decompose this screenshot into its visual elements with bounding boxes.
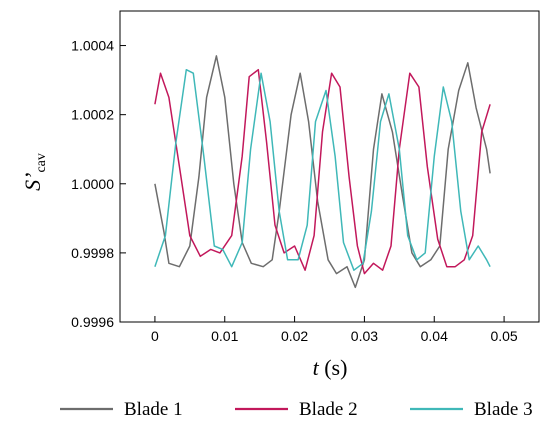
x-axis-title: t (s): [313, 355, 348, 380]
legend-label-blade-2: Blade 2: [299, 399, 358, 420]
y-tick-label: 0.9998: [71, 245, 114, 261]
legend-label-blade-1: Blade 1: [124, 399, 183, 420]
x-tick-label: 0.05: [490, 328, 517, 344]
series-layer: [154, 55, 491, 289]
x-tick-label: 0.02: [281, 328, 308, 344]
x-axis-title-unit: (s): [324, 355, 347, 380]
x-axis-title-var: t: [313, 355, 320, 380]
x-tick-label: 0.04: [421, 328, 448, 344]
legend: Blade 1 Blade 2 Blade 3: [60, 399, 533, 420]
x-tick-label: 0.01: [211, 328, 238, 344]
series-line-blade-1: [154, 55, 491, 289]
plot-frame: [119, 10, 540, 323]
y-axis-title-main: S’: [20, 173, 45, 191]
y-axis: 0.9996 0.9998 1.0000 1.0002 1.0004: [71, 38, 126, 330]
x-axis: 0 0.01 0.02 0.03 0.04 0.05: [151, 316, 518, 344]
y-tick-label: 1.0002: [71, 107, 114, 123]
series-line-blade-3: [154, 68, 491, 271]
y-axis-title: S’cav: [20, 153, 49, 191]
y-tick-label: 0.9996: [71, 314, 114, 330]
y-tick-label: 1.0000: [71, 176, 114, 192]
legend-label-blade-3: Blade 3: [474, 399, 533, 420]
y-axis-title-sub: cav: [34, 153, 49, 172]
x-tick-label: 0.03: [351, 328, 378, 344]
y-tick-label: 1.0004: [71, 38, 114, 54]
x-tick-label: 0: [151, 328, 159, 344]
